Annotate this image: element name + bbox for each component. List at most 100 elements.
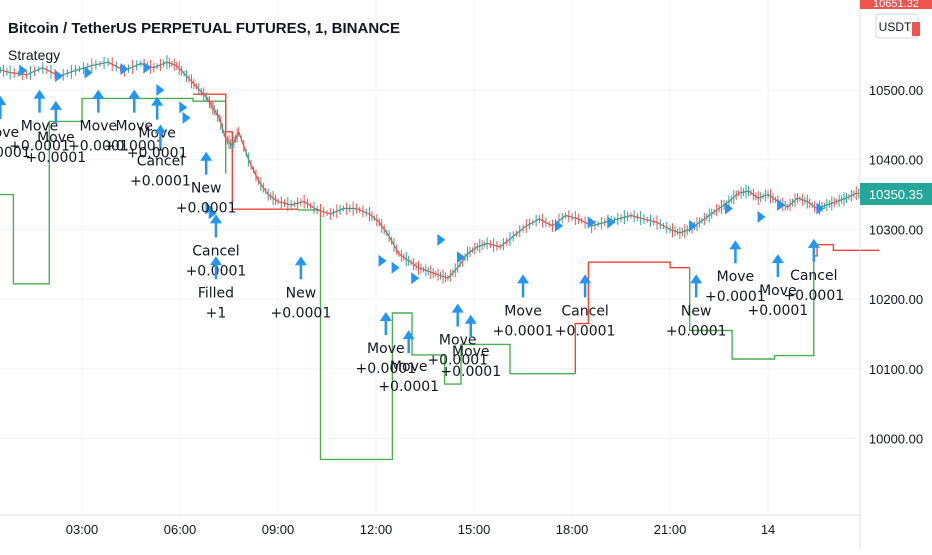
x-axis-ticks: 03:00 06:00 09:00 12:00 15:00 18:00 21:00 14 <box>66 522 776 537</box>
stop-line-short <box>193 93 298 210</box>
order-arrow-head <box>0 95 7 105</box>
entry-triangle-marker <box>391 261 400 274</box>
strategy-label[interactable]: Strategy <box>8 47 60 63</box>
order-label-qty: +0.0001 <box>748 303 809 319</box>
order-label-qty: +0.0001 <box>127 146 188 162</box>
order-markers: Move+0.0001Move+0.0001Move+0.0001Move+0.… <box>0 61 844 395</box>
order-label-action: Move <box>0 125 19 141</box>
entry-triangle-marker <box>607 216 616 229</box>
order-arrow-head <box>579 274 592 284</box>
order-arrow-head <box>154 124 167 134</box>
order-label-action: New <box>286 285 317 301</box>
stop-line-short <box>813 243 880 257</box>
order-label-action: Move <box>390 359 428 375</box>
order-arrow-head <box>379 312 392 322</box>
x-tick-label: 21:00 <box>654 522 687 537</box>
order-label-action: Move <box>504 303 542 319</box>
order-arrow-head <box>771 254 784 264</box>
grid <box>0 0 860 515</box>
entry-triangle-marker <box>724 202 733 215</box>
order-label-qty: +0.0001 <box>176 201 237 217</box>
order-label-qty: +0.0001 <box>555 323 616 339</box>
order-label-qty: +0.0001 <box>440 364 501 380</box>
entry-triangle-marker <box>757 210 766 223</box>
order-label-action: New <box>191 181 222 197</box>
axes <box>0 0 861 550</box>
order-arrow-head <box>807 238 820 248</box>
order-label-qty: +0.0001 <box>355 361 416 377</box>
entry-triangle-marker <box>156 84 165 96</box>
order-arrow-head <box>200 151 213 161</box>
order-arrow-head <box>464 314 477 324</box>
order-label-qty: +0.0001 <box>271 305 332 321</box>
order-label-action: Move <box>439 333 477 349</box>
y-tick-label: 10400.00 <box>869 153 923 168</box>
entry-triangle-marker <box>182 111 191 124</box>
order-label-action: Cancel <box>192 243 239 259</box>
order-arrow-head <box>690 274 703 284</box>
x-tick-label: 14 <box>761 522 775 537</box>
order-label-qty: +0.0001 <box>104 139 165 155</box>
last-price-tag: 10350.35 <box>860 183 932 205</box>
stop-line-long <box>297 209 576 461</box>
order-label-qty: +0.0001 <box>705 289 766 305</box>
order-arrow-head <box>451 303 464 313</box>
x-tick-label: 15:00 <box>458 522 491 537</box>
order-label-action: Move <box>717 269 755 285</box>
order-arrow-head <box>151 96 164 106</box>
order-arrow-head <box>128 89 141 99</box>
y-tick-label: 10300.00 <box>869 222 923 237</box>
entry-triangle-marker <box>777 199 786 212</box>
currency-badge[interactable]: USDT <box>875 13 920 39</box>
order-label-qty: +0.0001 <box>68 139 129 155</box>
y-tick-label: 10100.00 <box>869 362 923 377</box>
order-label-qty: +0.0001 <box>783 288 844 304</box>
order-label-action: Move <box>80 119 118 135</box>
entry-triangle-marker <box>437 233 446 246</box>
order-label-action: Move <box>115 119 153 135</box>
last-price-label: 10350.35 <box>869 187 923 202</box>
stop-line-long <box>689 257 815 360</box>
order-label-action: Move <box>21 119 59 135</box>
order-arrow-head <box>402 330 415 340</box>
order-arrow-head <box>209 214 222 224</box>
order-label-action: Move <box>367 341 405 357</box>
entry-triangle-marker <box>456 251 465 264</box>
entry-triangle-marker <box>143 61 152 74</box>
order-arrow-head <box>729 240 742 250</box>
order-label-action: Cancel <box>790 268 837 284</box>
order-label-qty: +0.0001 <box>9 139 70 155</box>
entry-triangle-marker <box>208 207 217 220</box>
order-label-qty: +1 <box>206 305 227 321</box>
y-tick-label: 10000.00 <box>869 432 923 447</box>
order-label-qty: +0.0001 <box>427 353 488 369</box>
currency-badge-label: USDT <box>879 20 912 34</box>
entry-triangle-marker <box>55 70 64 83</box>
x-tick-label: 09:00 <box>262 522 295 537</box>
order-label-action: Move <box>759 283 797 299</box>
order-label-action: Move <box>138 126 176 142</box>
entry-triangle-marker <box>378 254 387 267</box>
entry-triangle-marker <box>688 219 697 232</box>
entry-triangle-marker <box>120 63 129 76</box>
order-arrow-head <box>294 256 307 266</box>
order-label-qty: +0.0001 <box>666 323 727 339</box>
entry-triangle-marker <box>554 219 563 232</box>
entry-triangle-marker <box>84 66 93 79</box>
x-tick-label: 18:00 <box>556 522 589 537</box>
entry-triangle-marker <box>411 272 420 285</box>
order-arrow-head <box>92 89 105 99</box>
stop-line-short <box>574 261 690 374</box>
top-price-tag: 10651.32 <box>860 0 932 10</box>
order-arrow-head <box>209 256 222 266</box>
order-label-qty: +0.0001 <box>130 174 191 190</box>
order-label-action: Cancel <box>561 303 608 319</box>
order-label-action: Move <box>452 344 490 360</box>
order-label-qty: +0.0001 <box>493 323 554 339</box>
entry-triangle-marker <box>19 64 28 77</box>
order-label-qty: +0.0001 <box>0 145 31 161</box>
x-tick-label: 12:00 <box>360 522 393 537</box>
y-tick-label: 10500.00 <box>869 83 923 98</box>
